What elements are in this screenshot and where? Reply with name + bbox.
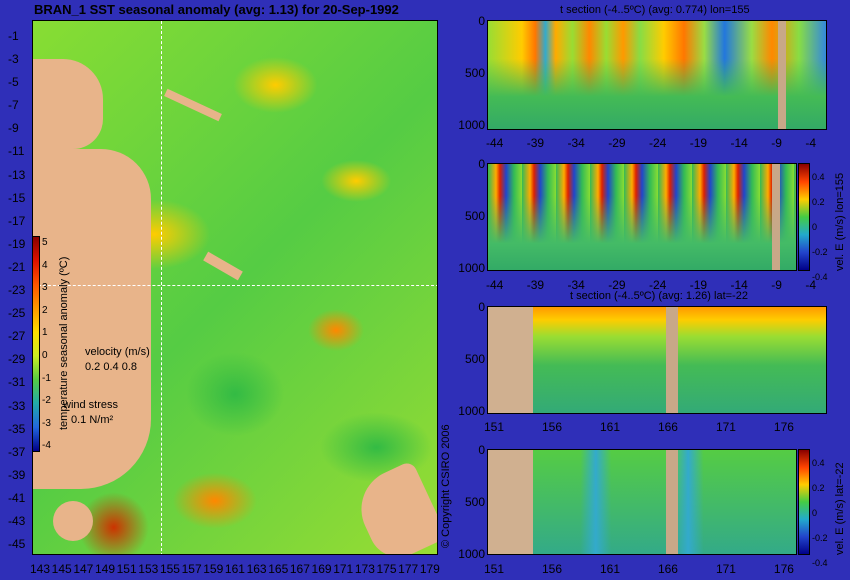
vel-label-lon155: vel. E (m/s) lon=155 bbox=[834, 172, 846, 271]
vel-section-lon155 bbox=[487, 163, 797, 271]
copyright-text: © Copyright CSIRO 2006 bbox=[440, 424, 452, 548]
tasmania-landmass bbox=[53, 501, 93, 541]
solomon-islands bbox=[164, 88, 222, 122]
map-colorbar bbox=[32, 236, 40, 452]
map-colorbar-ticks: 5 4 3 2 1 0 -1 -2 -3 -4 bbox=[42, 237, 51, 452]
panel2-lat-ticks: -44 -39 -34 -29 -24 -19 -14 -9 -4 bbox=[486, 278, 816, 292]
australia-landmass bbox=[33, 149, 151, 489]
wind-stress-value: 0.1 N/m² bbox=[71, 414, 114, 426]
panel4-lon-ticks: 151 156 161 166 171 176 bbox=[484, 562, 794, 576]
panel1-depth-ticks: 0 500 1000 bbox=[458, 14, 485, 132]
vel-colorbar-lat22 bbox=[798, 449, 810, 555]
vel-colorbar-lon155 bbox=[798, 163, 810, 271]
velocity-values: 0.2 0.4 0.8 bbox=[85, 361, 137, 373]
panel3-lon-ticks: 151 156 161 166 171 176 bbox=[484, 420, 794, 434]
panel4-land bbox=[488, 450, 533, 554]
panel1-lat-ticks: -44 -39 -34 -29 -24 -19 -14 -9 -4 bbox=[486, 136, 816, 150]
velocity-label: velocity (m/s) bbox=[85, 346, 150, 358]
png-landmass bbox=[33, 59, 103, 149]
panel3-land-mask bbox=[666, 307, 678, 413]
new-zealand-landmass bbox=[348, 460, 437, 554]
sst-map: velocity (m/s) 0.2 0.4 0.8 wind stress 0… bbox=[32, 20, 438, 555]
panel4-land-mask bbox=[666, 450, 678, 554]
panel2-land-mask bbox=[772, 164, 780, 270]
vel-section-lat22 bbox=[487, 449, 797, 555]
crosshair-horizontal bbox=[33, 285, 437, 286]
vel-colorbar-lon155-ticks: 0.4 0.2 0 -0.2 -0.4 bbox=[812, 172, 828, 282]
vel-label-lat22: vel. E (m/s) lat=-22 bbox=[834, 462, 846, 555]
temp-section-lat22 bbox=[487, 306, 827, 414]
panel1-title: t section (-4..5ºC) (avg: 0.774) lon=155 bbox=[560, 4, 750, 16]
panel3-title: t section (-4..5ºC) (avg: 1.26) lat=-22 bbox=[570, 290, 748, 302]
map-lon-axis: 143 145 147 149 151 153 155 157 159 161 … bbox=[30, 562, 440, 576]
vel-colorbar-lat22-ticks: 0.4 0.2 0 -0.2 -0.4 bbox=[812, 458, 828, 568]
wind-stress-label: wind stress bbox=[63, 399, 119, 411]
panel2-depth-ticks: 0 500 1000 bbox=[458, 157, 485, 275]
panel3-land bbox=[488, 307, 533, 413]
crosshair-vertical bbox=[161, 21, 162, 554]
panel1-land-mask bbox=[778, 21, 786, 129]
map-colorbar-label: temperature seasonal anomaly (ºC) bbox=[58, 256, 70, 430]
panel4-depth-ticks: 0 500 1000 bbox=[458, 443, 485, 561]
main-title: BRAN_1 SST seasonal anomaly (avg: 1.13) … bbox=[34, 2, 399, 17]
temp-section-lon155 bbox=[487, 20, 827, 130]
new-caledonia-landmass bbox=[203, 251, 243, 281]
panel3-depth-ticks: 0 500 1000 bbox=[458, 300, 485, 418]
map-lat-axis: -1 -3 -5 -7 -9 -11 -13 -15 -17 -19 -21 -… bbox=[8, 29, 26, 552]
